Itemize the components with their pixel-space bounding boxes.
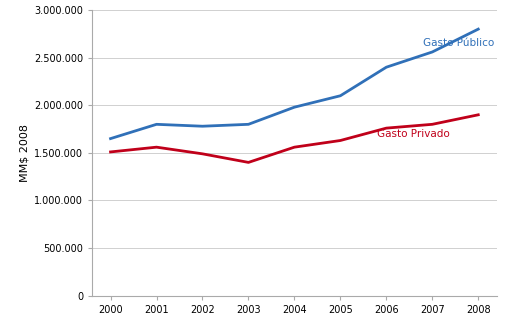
Y-axis label: MM$ 2008: MM$ 2008	[20, 124, 30, 182]
Text: Gasto Público: Gasto Público	[423, 38, 495, 48]
Text: Gasto Privado: Gasto Privado	[377, 129, 450, 139]
